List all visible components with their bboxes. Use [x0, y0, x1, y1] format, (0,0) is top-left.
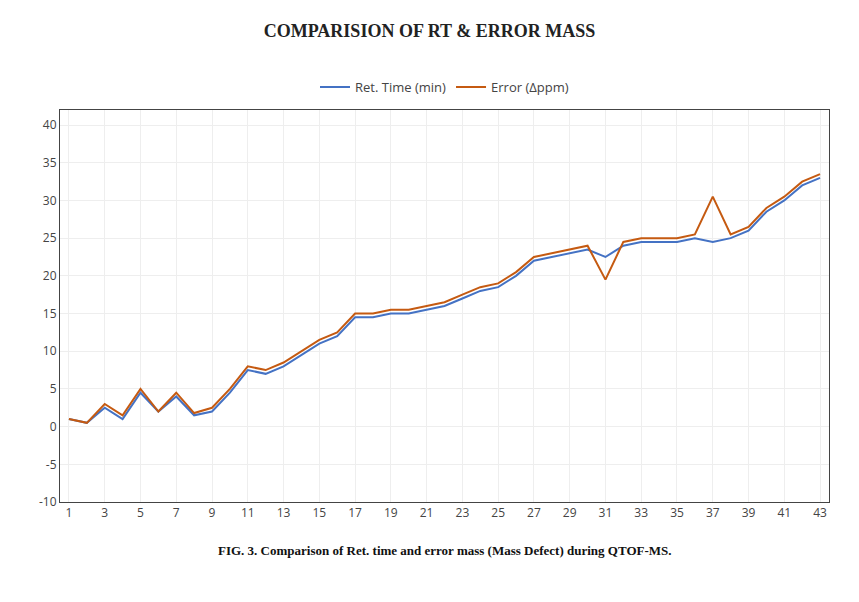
svg-text:39: 39	[742, 504, 756, 521]
svg-text:27: 27	[527, 504, 541, 521]
svg-text:23: 23	[456, 504, 470, 521]
svg-text:0: 0	[50, 418, 57, 435]
svg-text:29: 29	[563, 504, 577, 521]
svg-text:5: 5	[50, 380, 57, 397]
svg-text:COMPARISION OF RT & ERROR MASS: COMPARISION OF RT & ERROR MASS	[264, 21, 596, 41]
svg-text:-5: -5	[46, 456, 57, 473]
svg-text:7: 7	[173, 504, 180, 521]
svg-text:25: 25	[43, 229, 57, 246]
svg-text:1: 1	[66, 504, 73, 521]
svg-text:17: 17	[348, 504, 362, 521]
svg-text:33: 33	[634, 504, 648, 521]
svg-text:43: 43	[813, 504, 827, 521]
svg-text:37: 37	[706, 504, 720, 521]
svg-text:10: 10	[43, 342, 57, 359]
svg-text:20: 20	[43, 267, 57, 284]
svg-text:21: 21	[420, 504, 434, 521]
svg-text:30: 30	[43, 192, 57, 209]
svg-text:5: 5	[137, 504, 144, 521]
svg-text:41: 41	[777, 504, 791, 521]
svg-text:40: 40	[43, 116, 57, 133]
svg-text:15: 15	[43, 305, 57, 322]
svg-text:Ret. Time (min): Ret. Time (min)	[355, 78, 446, 96]
svg-text:-10: -10	[39, 493, 57, 510]
svg-text:3: 3	[101, 504, 108, 521]
svg-text:Error (Δppm): Error (Δppm)	[491, 78, 569, 96]
svg-text:31: 31	[599, 504, 613, 521]
svg-text:19: 19	[384, 504, 398, 521]
svg-text:35: 35	[43, 154, 57, 171]
svg-text:11: 11	[241, 504, 255, 521]
svg-text:9: 9	[209, 504, 216, 521]
svg-text:13: 13	[277, 504, 291, 521]
svg-text:25: 25	[491, 504, 505, 521]
svg-text:FIG. 3. Comparison of Ret. tim: FIG. 3. Comparison of Ret. time and erro…	[218, 543, 672, 558]
svg-text:35: 35	[670, 504, 684, 521]
svg-text:15: 15	[312, 504, 326, 521]
